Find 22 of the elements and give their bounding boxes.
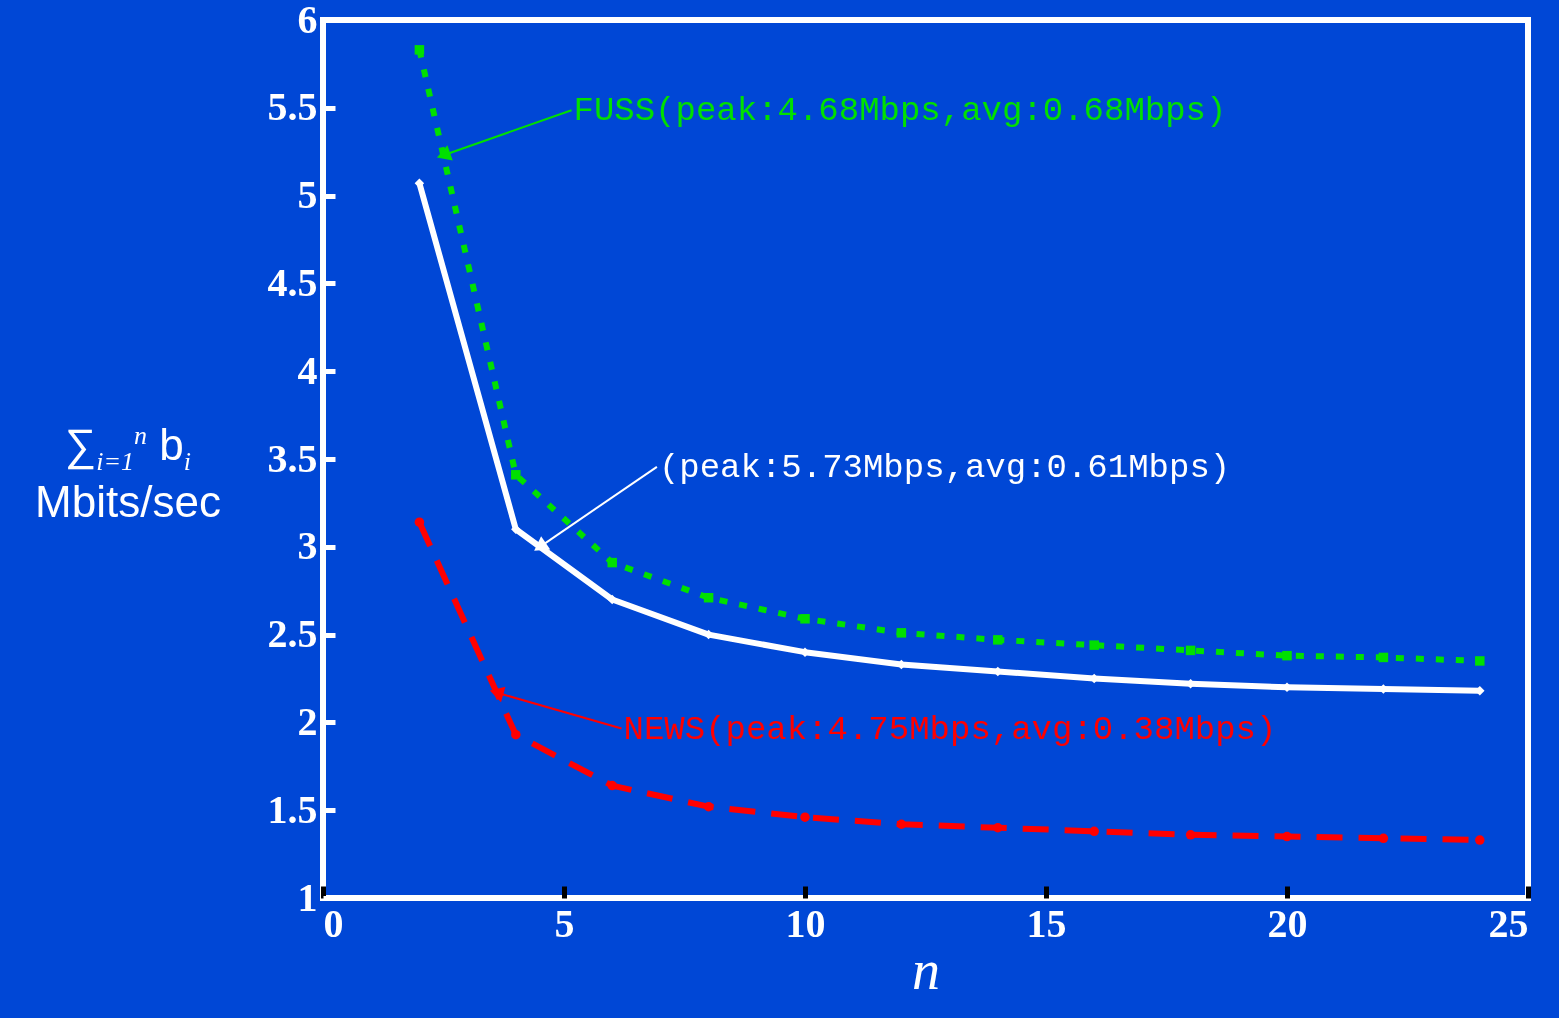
x-tick-label: 10 bbox=[785, 900, 826, 946]
y-tick-label: 5 bbox=[297, 172, 318, 218]
y-tick-label: 2 bbox=[297, 698, 318, 744]
y-tick-label: 1.5 bbox=[267, 786, 318, 832]
y-tick-label: 6 bbox=[297, 0, 318, 42]
x-axis-title: n bbox=[912, 938, 940, 1001]
x-tick-label: 25 bbox=[1488, 900, 1529, 946]
annotation: (peak:5.73Mbps,avg:0.61Mbps) bbox=[658, 448, 1231, 487]
y-tick-label: 4 bbox=[297, 347, 318, 393]
y-tick-label: 1 bbox=[297, 874, 318, 920]
x-tick-label: 0 bbox=[323, 900, 344, 946]
x-tick-label: 20 bbox=[1267, 900, 1308, 946]
y-tick-label: 3.5 bbox=[267, 435, 318, 481]
annotation: NEWS(peak:4.75Mbps,avg:0.38Mbps) bbox=[623, 710, 1277, 749]
x-tick-label: 15 bbox=[1026, 900, 1067, 946]
y-tick-label: 4.5 bbox=[267, 259, 318, 305]
y-tick-label: 3 bbox=[297, 523, 318, 569]
y-tick-label: 5.5 bbox=[267, 84, 318, 130]
y-tick-label: 2.5 bbox=[267, 611, 318, 657]
x-tick-label: 5 bbox=[554, 900, 575, 946]
y-axis-title: ∑$_{i=1}$$^{n}$ b$_{i}$ Mbits/sec bbox=[34, 420, 222, 527]
annotation: FUSS(peak:4.68Mbps,avg:0.68Mbps) bbox=[573, 92, 1227, 131]
